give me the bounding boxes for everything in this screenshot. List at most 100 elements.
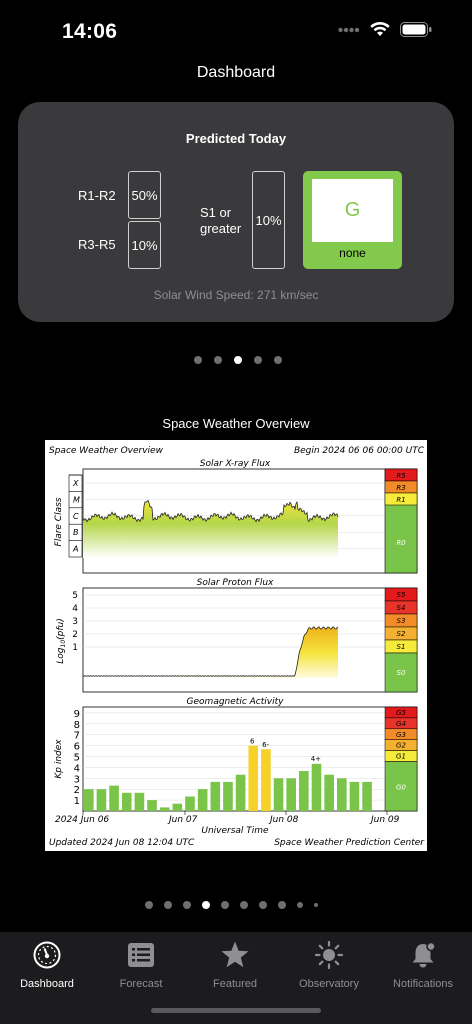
- proton-scale-label: S1: [397, 643, 406, 651]
- geomag-tick-label: 8: [74, 720, 80, 731]
- page-dot[interactable]: [214, 356, 222, 364]
- proton-scale-label: S5: [397, 591, 406, 599]
- proton-tick-label: 3: [72, 617, 78, 627]
- page-dot[interactable]: [202, 901, 210, 909]
- g-scale-card: G none: [303, 171, 402, 269]
- xray-ylabel: Flare Class: [54, 497, 64, 546]
- page-dot[interactable]: [145, 901, 153, 909]
- tab-forecast[interactable]: Forecast: [94, 938, 188, 994]
- g-scale-value: G: [312, 179, 393, 242]
- geomag-scale-label: G3: [396, 731, 406, 739]
- xray-class-label: X: [72, 479, 79, 488]
- kp-bar: [261, 749, 271, 811]
- tab-observatory[interactable]: Observatory: [282, 938, 376, 994]
- status-icons: [338, 22, 432, 37]
- page-dot[interactable]: [240, 901, 248, 909]
- page-dot[interactable]: [314, 903, 318, 907]
- xray-title: Solar X-ray Flux: [200, 459, 271, 469]
- page-dot[interactable]: [297, 902, 303, 908]
- status-bar: 14:06: [0, 0, 472, 64]
- kp-bar: [185, 796, 195, 811]
- proton-scale-label: S0: [397, 669, 406, 677]
- kp-bar: [299, 770, 309, 811]
- star-icon: [221, 941, 249, 968]
- geomag-ylabel: Kp index: [54, 739, 64, 779]
- kp-bar: [121, 792, 132, 811]
- cellular-signal-icon: [338, 27, 360, 32]
- chart-header-right: Begin 2024 06 06 00:00 UTC: [294, 446, 425, 456]
- geomag-scale-label: G4: [396, 720, 406, 728]
- geomag-tick-label: 5: [74, 753, 80, 764]
- kp-bar: [210, 781, 221, 811]
- proton-scale-label: S2: [397, 630, 406, 638]
- s1-label: S1 or greater: [200, 205, 242, 236]
- page-dot[interactable]: [254, 356, 262, 364]
- geomag-scale-label: G5: [396, 709, 406, 717]
- kp-bar: [286, 778, 296, 811]
- proton-flux-fill: [83, 626, 338, 678]
- kp-bar: [172, 803, 183, 811]
- proton-title: Solar Proton Flux: [197, 578, 274, 588]
- proton-ylabel: Log10(pfu): [56, 618, 67, 663]
- xaxis-label: Jun 08: [268, 815, 299, 825]
- xray-class-label: B: [73, 528, 79, 537]
- page-indicator-top[interactable]: [194, 356, 282, 364]
- battery-icon: [400, 22, 432, 37]
- s1-probability: 10%: [252, 171, 285, 269]
- xray-class-label: A: [72, 545, 78, 554]
- chart-header-left: Space Weather Overview: [49, 446, 164, 456]
- geomag-scale-label: G0: [396, 784, 406, 792]
- kp-bar: [96, 789, 107, 811]
- proton-tick-label: 2: [72, 630, 78, 640]
- page-dot[interactable]: [194, 356, 202, 364]
- xray-scale-label: R1: [396, 496, 405, 504]
- geomag-title: Geomagnetic Activity: [187, 697, 285, 707]
- page-dot[interactable]: [221, 901, 229, 909]
- page-dot[interactable]: [183, 901, 191, 909]
- xray-scale-label: R5: [396, 472, 406, 480]
- page-dot[interactable]: [259, 901, 267, 909]
- geomag-scale-label: G2: [396, 742, 406, 750]
- kp-bar: [147, 800, 157, 811]
- r1-r2-label: R1-R2: [78, 188, 116, 203]
- tab-bar: Dashboard Forecast Featured Observatory: [0, 932, 472, 1024]
- tab-label: Notifications: [393, 978, 453, 990]
- solar-wind-speed: Solar Wind Speed: 271 km/sec: [153, 288, 319, 302]
- g-scale-text: none: [339, 246, 366, 260]
- proton-scale-band: [384, 652, 418, 693]
- geomag-tick-label: 3: [74, 774, 80, 785]
- page-dot[interactable]: [234, 356, 242, 364]
- space-weather-overview-chart[interactable]: Space Weather Overview Begin 2024 06 06 …: [45, 440, 427, 851]
- predicted-today-title: Predicted Today: [185, 131, 287, 146]
- xaxis-label: Jun 07: [167, 815, 198, 825]
- tab-dashboard[interactable]: Dashboard: [0, 938, 94, 994]
- kp-bar: [235, 774, 246, 811]
- tab-label: Featured: [212, 978, 258, 990]
- page-title: Dashboard: [196, 64, 276, 81]
- xray-scale-band: [384, 492, 418, 506]
- kp-bar: [159, 807, 170, 811]
- kp-bar: [248, 745, 259, 811]
- page-dot[interactable]: [164, 901, 172, 909]
- tab-notifications[interactable]: Notifications: [376, 938, 470, 994]
- gauge-icon: [33, 941, 61, 969]
- kp-bar: [337, 778, 347, 811]
- tab-label: Forecast: [119, 978, 163, 990]
- xray-class-label: M: [73, 495, 80, 504]
- kp-bar: [324, 774, 334, 811]
- overview-title: Space Weather Overview: [162, 416, 310, 431]
- xray-scale-label: R0: [396, 539, 406, 547]
- kp-annotation: 6-: [262, 741, 269, 749]
- page-dot[interactable]: [278, 901, 286, 909]
- xaxis-title: Universal Time: [201, 826, 269, 836]
- page-dot[interactable]: [274, 356, 282, 364]
- tab-label: Dashboard: [20, 978, 74, 990]
- xaxis-label: 2024 Jun 06: [55, 815, 109, 825]
- proton-tick-label: 4: [72, 604, 78, 614]
- kp-bar: [311, 763, 322, 811]
- tab-featured[interactable]: Featured: [188, 938, 282, 994]
- kp-bar: [84, 789, 94, 811]
- predicted-today-card[interactable]: Predicted Today R1-R2 50% R3-R5 10% S1 o…: [18, 102, 454, 322]
- kp-bar: [197, 789, 208, 811]
- page-indicator-bottom[interactable]: [145, 901, 318, 909]
